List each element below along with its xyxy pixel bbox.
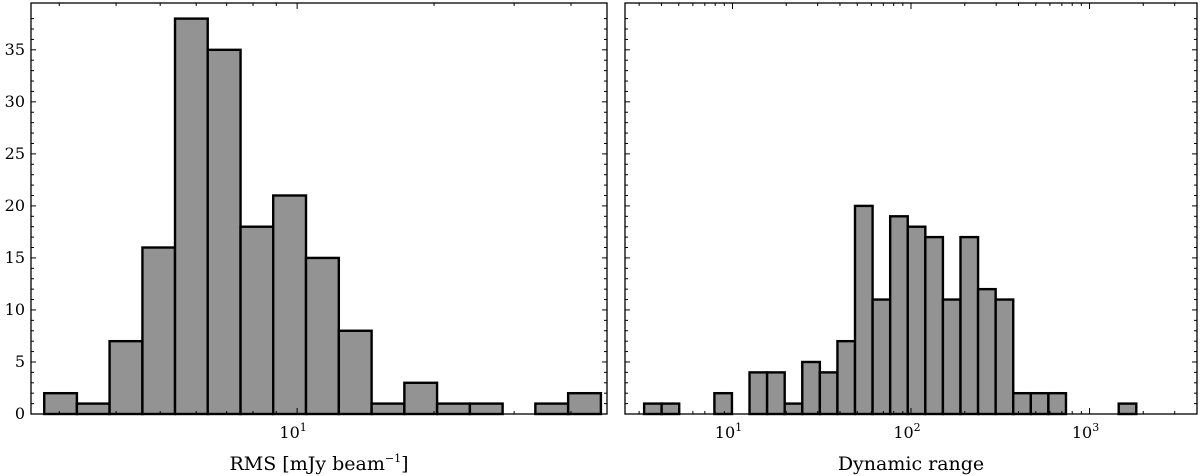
- dynamic-range-histogram-panel: 101 102 103 Dynamic range: [624, 2, 1198, 475]
- dr-bar: [1047, 391, 1068, 416]
- dr-bar: [748, 371, 769, 416]
- rms-bar: [304, 256, 341, 416]
- rms-bar: [108, 339, 144, 416]
- y-tick-label: 20: [5, 196, 25, 215]
- y-tick-label: 5: [15, 352, 25, 371]
- dr-bar: [1012, 391, 1033, 416]
- dr-bar: [888, 215, 909, 416]
- y-tick-label: 10: [5, 300, 25, 319]
- dr-bar: [1029, 391, 1050, 416]
- dr-bar: [818, 371, 839, 416]
- rms-histogram-panel: 0 5 10 15 20 25 30 35 101 RMS [mJy beam−1]: [5, 2, 608, 475]
- dr-bar: [853, 204, 874, 416]
- rms-bar: [468, 402, 504, 416]
- rms-bar: [370, 402, 406, 416]
- x-axis-label: Dynamic range: [838, 453, 984, 475]
- x-tick-label: 101: [279, 421, 306, 442]
- y-tick-label: 25: [5, 144, 25, 163]
- dr-bar: [660, 402, 681, 416]
- dr-bar: [976, 287, 997, 416]
- dr-bar: [765, 371, 786, 416]
- dr-bar: [994, 298, 1015, 416]
- rms-bar: [272, 194, 308, 416]
- y-tick-label: 30: [5, 92, 25, 111]
- x-tick-label: 101: [715, 421, 742, 442]
- dr-bar: [713, 391, 734, 416]
- y-tick-label: 15: [5, 248, 25, 267]
- dr-bar: [836, 339, 857, 416]
- rms-bar: [534, 402, 570, 416]
- rms-bar: [337, 329, 373, 416]
- x-axis-label: RMS [mJy beam−1]: [229, 452, 408, 475]
- rms-bar: [173, 17, 209, 416]
- rms-bar: [435, 402, 472, 416]
- rms-bar: [206, 48, 242, 416]
- y-tick-label: 0: [15, 404, 25, 423]
- rms-bar: [43, 391, 79, 416]
- dr-axes-frame: [624, 2, 1198, 415]
- x-tick-label: 103: [1072, 421, 1099, 442]
- dr-bar: [783, 402, 804, 416]
- rms-axes-frame: [30, 2, 608, 415]
- rms-bar: [239, 225, 275, 416]
- rms-bar: [75, 402, 111, 416]
- dr-bar: [801, 360, 822, 416]
- y-tick-label: 35: [5, 40, 25, 59]
- dr-bar: [871, 298, 892, 416]
- rms-bar: [403, 381, 439, 416]
- dr-bar: [642, 402, 663, 416]
- dr-bar: [924, 235, 945, 416]
- rms-bar: [141, 246, 177, 416]
- rms-bar: [566, 391, 603, 416]
- dr-bar: [1117, 402, 1138, 416]
- dr-bar: [941, 298, 962, 416]
- x-tick-label: 102: [893, 421, 920, 442]
- dr-bar: [959, 235, 980, 416]
- dr-bar: [906, 225, 927, 416]
